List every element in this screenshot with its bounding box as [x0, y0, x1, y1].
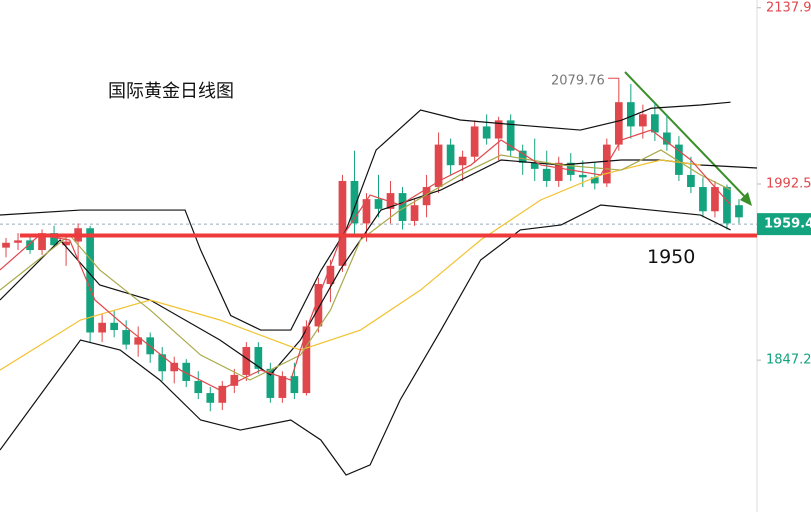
high-label: 2079.76: [551, 74, 605, 89]
candle-body: [410, 205, 419, 221]
candle-body: [446, 144, 455, 166]
candle-body: [723, 187, 731, 224]
candle-body: [542, 168, 551, 181]
candle-body: [614, 102, 623, 145]
candle-body: [482, 126, 491, 139]
candle-body: [110, 322, 118, 331]
candle-body: [122, 330, 131, 345]
candle-body: [290, 376, 299, 394]
support-label: 1950: [647, 246, 695, 268]
candle-body: [506, 120, 515, 151]
last-price-box: [757, 213, 811, 236]
candle-body: [554, 162, 563, 181]
candle-body: [386, 193, 395, 209]
candle-body: [494, 120, 503, 139]
candle-body: [206, 393, 215, 403]
candle-body: [2, 242, 10, 248]
candle-body: [398, 193, 407, 221]
candle-body: [266, 368, 275, 398]
candle-body: [14, 240, 22, 243]
candle-body: [314, 284, 323, 327]
candle-body: [651, 114, 659, 133]
candle-body: [50, 233, 58, 246]
candle-body: [675, 144, 683, 175]
candle-body: [590, 177, 599, 184]
chart-title: 国际黄金日线图: [108, 81, 234, 102]
y-tick-label: 2137.9: [766, 0, 811, 15]
candle-body: [687, 174, 695, 188]
candle-body: [639, 114, 647, 127]
candle-body: [735, 205, 743, 218]
candle-body: [518, 150, 527, 163]
candle-body: [242, 347, 251, 375]
candle-body: [530, 162, 539, 169]
candle-body: [434, 144, 443, 188]
candle-body: [26, 240, 34, 251]
candle-body: [38, 233, 46, 251]
candle-body: [194, 380, 203, 394]
candle-body: [278, 376, 287, 398]
candle-body: [158, 354, 167, 372]
candle-body: [170, 362, 179, 372]
candle-body: [422, 187, 431, 206]
indicator-line: [0, 159, 701, 371]
candle-body: [470, 126, 479, 157]
y-tick-label: 1992.5: [766, 177, 811, 192]
candle-body: [663, 132, 671, 145]
candle-body: [578, 174, 587, 178]
candle-body: [566, 162, 575, 175]
candle-body: [350, 180, 359, 224]
candle-body: [626, 102, 635, 127]
candle-body: [458, 156, 467, 166]
candle-body: [218, 385, 227, 403]
candle-body: [338, 180, 347, 266]
candle-body: [711, 187, 719, 212]
candle-body: [254, 347, 263, 369]
candle-body: [326, 265, 335, 284]
candle-body: [98, 322, 106, 333]
candle-body: [374, 199, 383, 209]
last-price-label: 1959.4: [764, 217, 811, 232]
indicator-line: [0, 204, 731, 476]
candle-body: [182, 362, 191, 381]
candle-body: [699, 187, 707, 212]
candle-body: [362, 199, 371, 224]
candle-body: [62, 241, 70, 246]
trend-arrow: [740, 192, 752, 206]
indicator-line: [0, 101, 731, 331]
indicator-line: [0, 129, 732, 391]
y-tick-label: 1847.2: [766, 353, 811, 368]
candle-body: [302, 326, 311, 394]
indicator-line: [0, 149, 731, 381]
trend-line: [624, 71, 749, 201]
candle-body: [134, 337, 143, 345]
candle-body: [86, 228, 94, 333]
candle-body: [230, 374, 239, 386]
